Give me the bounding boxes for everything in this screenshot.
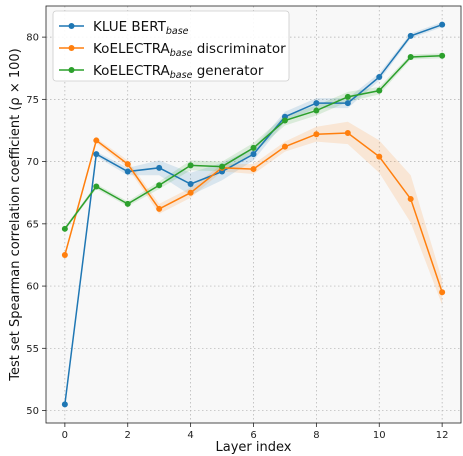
legend-label-1: KoELECTRAbase discriminator bbox=[93, 41, 286, 59]
series-2-point bbox=[124, 200, 131, 207]
x-tick-label: 2 bbox=[125, 430, 131, 441]
series-1-point bbox=[313, 131, 320, 138]
series-2-point bbox=[439, 52, 446, 59]
y-axis-ticks: 50 55 60 65 70 75 80 bbox=[26, 33, 46, 417]
y-tick-label: 55 bbox=[26, 344, 39, 355]
series-2-point bbox=[156, 182, 163, 189]
series-2-point bbox=[407, 54, 414, 61]
x-tick-label: 6 bbox=[250, 430, 256, 441]
series-1-point bbox=[187, 189, 194, 196]
series-0-point bbox=[124, 168, 131, 175]
series-0-point bbox=[376, 73, 383, 80]
x-tick-label: 4 bbox=[187, 430, 193, 441]
series-1-point bbox=[156, 205, 163, 212]
x-axis-label: Layer index bbox=[216, 440, 292, 455]
legend: KLUE BERTbase KoELECTRAbase discriminator… bbox=[52, 10, 290, 82]
series-0-point bbox=[61, 401, 68, 408]
y-tick-label: 65 bbox=[26, 219, 39, 230]
series-2-point bbox=[376, 87, 383, 94]
series-2-point bbox=[313, 107, 320, 114]
series-1-point bbox=[439, 289, 446, 296]
series-1-point bbox=[93, 137, 100, 144]
series-1-point bbox=[61, 251, 68, 258]
legend-swatch-marker bbox=[68, 45, 75, 51]
series-1-point bbox=[250, 166, 257, 173]
series-1-point bbox=[124, 161, 131, 168]
legend-swatch-marker bbox=[68, 23, 75, 29]
series-2-point bbox=[219, 163, 226, 170]
x-axis-ticks: 0 2 4 6 8 10 12 bbox=[62, 423, 449, 441]
series-2-point bbox=[281, 117, 288, 124]
y-tick-label: 70 bbox=[26, 157, 39, 168]
series-1-point bbox=[344, 129, 351, 136]
series-1-point bbox=[281, 143, 288, 150]
series-2-point bbox=[344, 93, 351, 100]
legend-box bbox=[52, 10, 290, 82]
x-tick-label: 10 bbox=[373, 430, 386, 441]
legend-swatch-marker bbox=[68, 67, 75, 73]
y-tick-label: 80 bbox=[26, 33, 39, 44]
y-axis-label: Test set Spearman correlation coefficien… bbox=[8, 48, 23, 381]
series-2-point bbox=[61, 225, 68, 232]
x-tick-label: 0 bbox=[62, 430, 68, 441]
series-0-point bbox=[439, 21, 446, 28]
legend-label-2: KoELECTRAbase generator bbox=[93, 63, 264, 81]
series-0-point bbox=[313, 100, 320, 107]
x-tick-label: 8 bbox=[313, 430, 319, 441]
x-tick-label: 12 bbox=[436, 430, 449, 441]
series-0-point bbox=[187, 181, 194, 188]
series-2-point bbox=[187, 162, 194, 169]
series-0-point bbox=[156, 164, 163, 171]
series-0-point bbox=[344, 100, 351, 107]
series-2-point bbox=[93, 183, 100, 190]
y-tick-label: 75 bbox=[26, 95, 39, 106]
series-1-point bbox=[376, 153, 383, 160]
y-tick-label: 60 bbox=[26, 282, 39, 293]
series-0-point bbox=[93, 151, 100, 158]
series-1-point bbox=[407, 195, 414, 202]
series-2-point bbox=[250, 144, 257, 151]
legend-label-0: KLUE BERTbase bbox=[93, 19, 189, 37]
series-points bbox=[61, 21, 446, 408]
y-tick-label: 50 bbox=[26, 406, 39, 417]
series-0-point bbox=[407, 32, 414, 39]
series-0-point bbox=[250, 151, 257, 158]
